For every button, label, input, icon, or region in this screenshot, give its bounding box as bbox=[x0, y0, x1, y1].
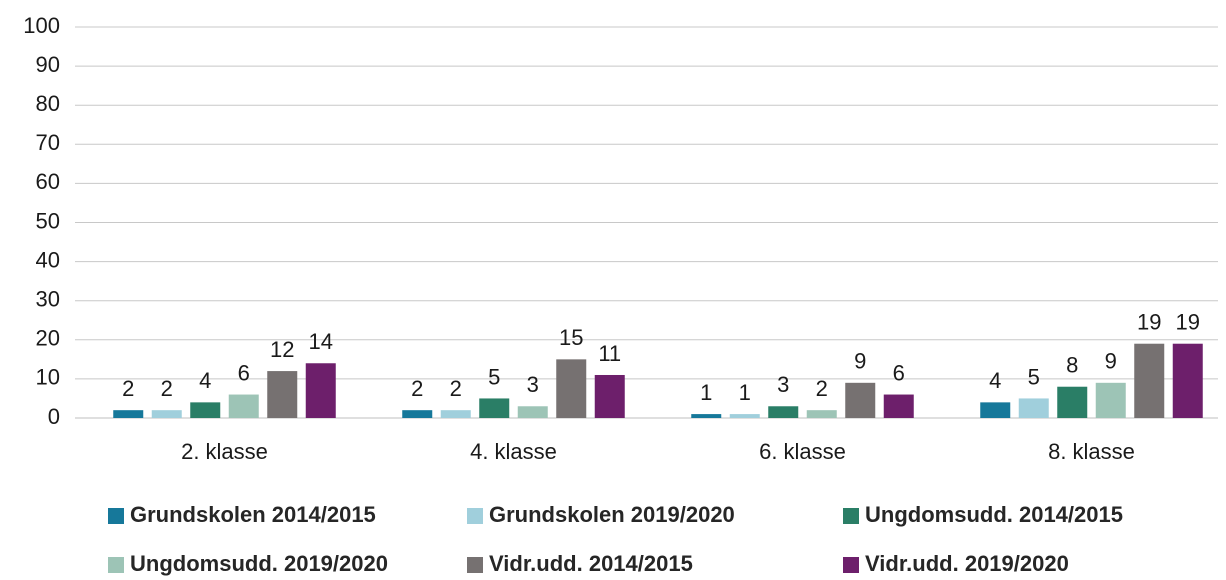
data-label: 6 bbox=[893, 360, 905, 385]
y-tick-label: 100 bbox=[23, 13, 60, 38]
data-label: 9 bbox=[854, 349, 866, 374]
y-tick-label: 70 bbox=[36, 130, 60, 155]
bar bbox=[691, 414, 722, 418]
data-label: 11 bbox=[598, 341, 621, 366]
legend-swatch bbox=[108, 557, 124, 573]
bar bbox=[594, 374, 625, 418]
legend-label: Ungdomsudd. 2014/2015 bbox=[865, 502, 1123, 527]
data-label: 1 bbox=[700, 380, 712, 405]
x-tick-label: 6. klasse bbox=[759, 439, 846, 464]
bar bbox=[1095, 382, 1126, 418]
data-label: 4 bbox=[199, 368, 211, 393]
data-label: 5 bbox=[1028, 364, 1040, 389]
legend-label: Vidr.udd. 2014/2015 bbox=[489, 551, 693, 576]
data-label: 15 bbox=[559, 325, 583, 350]
y-tick-label: 20 bbox=[36, 326, 60, 351]
bar bbox=[1134, 343, 1165, 418]
y-tick-label: 0 bbox=[48, 404, 60, 429]
legend-label: Grundskolen 2019/2020 bbox=[489, 502, 735, 527]
data-label: 3 bbox=[527, 372, 539, 397]
y-tick-label: 90 bbox=[36, 52, 60, 77]
bar bbox=[845, 382, 876, 418]
bar bbox=[806, 410, 837, 418]
y-tick-label: 80 bbox=[36, 91, 60, 116]
bar bbox=[883, 394, 914, 418]
legend-label: Ungdomsudd. 2019/2020 bbox=[130, 551, 388, 576]
bar bbox=[768, 406, 799, 418]
data-label: 2 bbox=[411, 376, 423, 401]
bar bbox=[556, 359, 587, 418]
y-tick-label: 10 bbox=[36, 365, 60, 390]
data-label: 2 bbox=[161, 376, 173, 401]
data-label: 2 bbox=[450, 376, 462, 401]
data-label: 6 bbox=[238, 360, 250, 385]
bar bbox=[1018, 398, 1049, 418]
bar bbox=[151, 410, 182, 418]
data-label: 19 bbox=[1137, 310, 1161, 335]
legend-swatch bbox=[467, 508, 483, 524]
y-tick-label: 50 bbox=[36, 208, 60, 233]
legend-swatch bbox=[843, 557, 859, 573]
data-label: 2 bbox=[122, 376, 134, 401]
y-tick-label: 60 bbox=[36, 169, 60, 194]
bar bbox=[729, 414, 760, 418]
bar bbox=[440, 410, 471, 418]
data-label: 8 bbox=[1066, 353, 1078, 378]
bar bbox=[517, 406, 548, 418]
x-tick-label: 4. klasse bbox=[470, 439, 557, 464]
data-label: 3 bbox=[777, 372, 789, 397]
data-label: 14 bbox=[309, 329, 333, 354]
legend-swatch bbox=[843, 508, 859, 524]
data-label: 1 bbox=[739, 380, 751, 405]
bar bbox=[305, 363, 336, 418]
data-label: 9 bbox=[1105, 349, 1117, 374]
x-tick-label: 2. klasse bbox=[181, 439, 268, 464]
legend-swatch bbox=[108, 508, 124, 524]
y-tick-label: 30 bbox=[36, 287, 60, 312]
data-label: 12 bbox=[270, 337, 294, 362]
x-tick-label: 8. klasse bbox=[1048, 439, 1135, 464]
data-label: 5 bbox=[488, 364, 500, 389]
legend-label: Vidr.udd. 2019/2020 bbox=[865, 551, 1069, 576]
bar bbox=[190, 402, 221, 418]
bar bbox=[479, 398, 510, 418]
data-label: 19 bbox=[1176, 310, 1200, 335]
legend-swatch bbox=[467, 557, 483, 573]
bar bbox=[228, 394, 259, 418]
bar bbox=[267, 371, 298, 418]
legend-label: Grundskolen 2014/2015 bbox=[130, 502, 376, 527]
data-label: 2 bbox=[816, 376, 828, 401]
bar bbox=[1057, 386, 1088, 418]
y-tick-label: 40 bbox=[36, 247, 60, 272]
bar bbox=[402, 410, 433, 418]
bar bbox=[113, 410, 144, 418]
data-label: 4 bbox=[989, 368, 1001, 393]
bar bbox=[1172, 343, 1203, 418]
bar bbox=[980, 402, 1011, 418]
